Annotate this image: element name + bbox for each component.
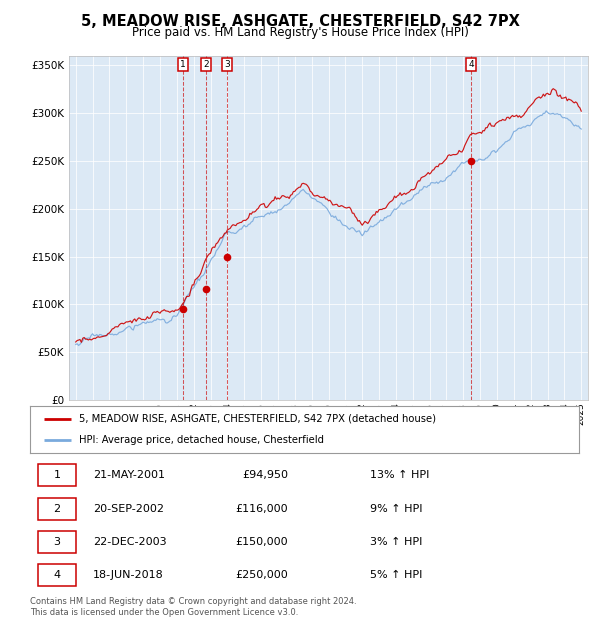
Text: 18-JUN-2018: 18-JUN-2018 — [93, 570, 164, 580]
Text: 2: 2 — [203, 60, 209, 69]
Text: 22-DEC-2003: 22-DEC-2003 — [93, 537, 167, 547]
Text: 3: 3 — [224, 60, 230, 69]
FancyBboxPatch shape — [38, 531, 76, 553]
Text: £250,000: £250,000 — [235, 570, 288, 580]
Text: 21-MAY-2001: 21-MAY-2001 — [93, 471, 165, 480]
Text: 5, MEADOW RISE, ASHGATE, CHESTERFIELD, S42 7PX: 5, MEADOW RISE, ASHGATE, CHESTERFIELD, S… — [80, 14, 520, 29]
FancyBboxPatch shape — [38, 564, 76, 587]
Text: Price paid vs. HM Land Registry's House Price Index (HPI): Price paid vs. HM Land Registry's House … — [131, 26, 469, 39]
Text: 4: 4 — [468, 60, 474, 69]
Text: 4: 4 — [53, 570, 61, 580]
Text: £150,000: £150,000 — [235, 537, 288, 547]
Text: 9% ↑ HPI: 9% ↑ HPI — [370, 504, 423, 514]
Text: 20-SEP-2002: 20-SEP-2002 — [93, 504, 164, 514]
Text: Contains HM Land Registry data © Crown copyright and database right 2024.
This d: Contains HM Land Registry data © Crown c… — [30, 598, 356, 617]
Text: 1: 1 — [181, 60, 186, 69]
Text: 3% ↑ HPI: 3% ↑ HPI — [370, 537, 423, 547]
Text: 5, MEADOW RISE, ASHGATE, CHESTERFIELD, S42 7PX (detached house): 5, MEADOW RISE, ASHGATE, CHESTERFIELD, S… — [79, 414, 436, 423]
Text: 2: 2 — [53, 504, 61, 514]
Text: £116,000: £116,000 — [235, 504, 288, 514]
Text: HPI: Average price, detached house, Chesterfield: HPI: Average price, detached house, Ches… — [79, 435, 325, 445]
FancyBboxPatch shape — [38, 464, 76, 487]
FancyBboxPatch shape — [38, 498, 76, 520]
Text: £94,950: £94,950 — [242, 471, 288, 480]
Text: 3: 3 — [53, 537, 61, 547]
Text: 13% ↑ HPI: 13% ↑ HPI — [370, 471, 430, 480]
Text: 5% ↑ HPI: 5% ↑ HPI — [370, 570, 423, 580]
Text: 1: 1 — [53, 471, 61, 480]
